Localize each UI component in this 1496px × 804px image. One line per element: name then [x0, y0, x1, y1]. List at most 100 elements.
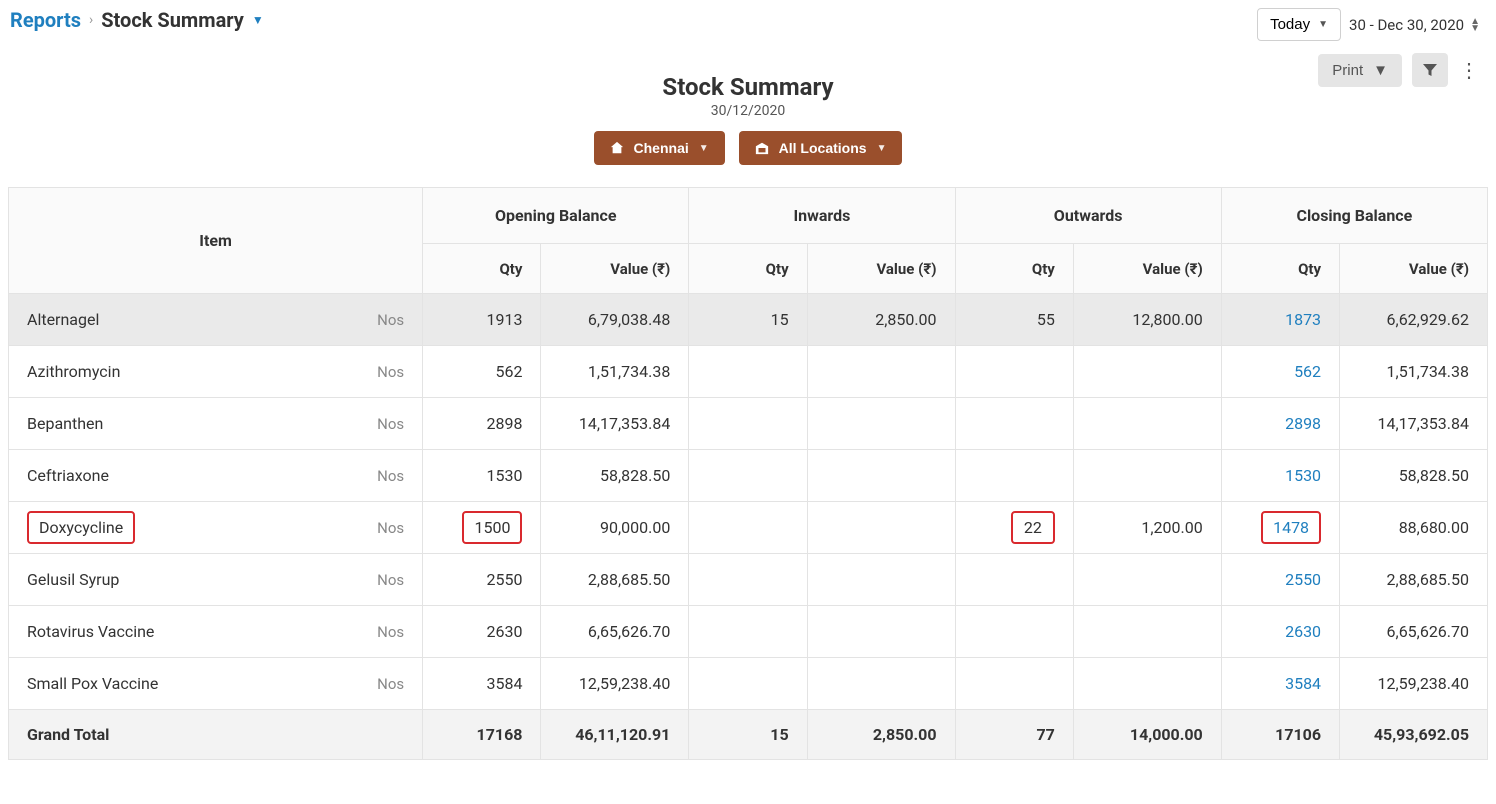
- date-preset-label: Today: [1270, 16, 1310, 33]
- in-qty: [689, 502, 807, 554]
- close-val: 58,828.50: [1340, 450, 1488, 502]
- date-range-text: 30 - Dec 30, 2020: [1349, 16, 1464, 34]
- close-qty[interactable]: 2550: [1221, 554, 1339, 606]
- out-qty: [955, 606, 1073, 658]
- close-qty[interactable]: 1530: [1221, 450, 1339, 502]
- out-val: 1,200.00: [1073, 502, 1221, 554]
- open-qty: 2898: [423, 398, 541, 450]
- col-open-qty: Qty: [423, 244, 541, 294]
- close-qty[interactable]: 2630: [1221, 606, 1339, 658]
- item-unit: Nos: [377, 311, 404, 329]
- open-val: 6,65,626.70: [541, 606, 689, 658]
- print-label: Print: [1332, 62, 1363, 79]
- open-qty: 1500: [423, 502, 541, 554]
- in-val: [807, 398, 955, 450]
- total-in-val: 2,850.00: [807, 710, 955, 760]
- table-row[interactable]: Gelusil SyrupNos25502,88,685.5025502,88,…: [9, 554, 1488, 606]
- in-qty: [689, 658, 807, 710]
- breadcrumb-root[interactable]: Reports: [10, 8, 81, 32]
- in-qty: [689, 554, 807, 606]
- close-qty[interactable]: 1478: [1221, 502, 1339, 554]
- col-close-val: Value (₹): [1340, 244, 1488, 294]
- item-name: Small Pox Vaccine: [27, 674, 158, 693]
- total-in-qty: 15: [689, 710, 807, 760]
- table-row[interactable]: DoxycyclineNos150090,000.00221,200.00147…: [9, 502, 1488, 554]
- col-out-qty: Qty: [955, 244, 1073, 294]
- close-val: 1,51,734.38: [1340, 346, 1488, 398]
- item-name: Azithromycin: [27, 362, 120, 381]
- in-qty: [689, 606, 807, 658]
- total-open-qty: 17168: [423, 710, 541, 760]
- out-val: [1073, 606, 1221, 658]
- col-item: Item: [9, 188, 423, 294]
- filter-button[interactable]: [1412, 53, 1448, 87]
- total-close-val: 45,93,692.05: [1340, 710, 1488, 760]
- more-button[interactable]: ⋮: [1458, 53, 1480, 87]
- close-qty[interactable]: 562: [1221, 346, 1339, 398]
- col-in-qty: Qty: [689, 244, 807, 294]
- open-qty: 2630: [423, 606, 541, 658]
- caret-down-icon: ▼: [1373, 62, 1388, 79]
- open-qty: 3584: [423, 658, 541, 710]
- page-subtitle: 30/12/2020: [0, 103, 1496, 119]
- date-preset-button[interactable]: Today ▼: [1257, 8, 1341, 41]
- caret-down-icon: ▼: [252, 13, 264, 27]
- col-outwards: Outwards: [955, 188, 1221, 244]
- in-val: [807, 502, 955, 554]
- date-step-down-icon[interactable]: ▼: [1470, 25, 1480, 32]
- in-val: [807, 658, 955, 710]
- item-name: Gelusil Syrup: [27, 570, 119, 589]
- col-close-qty: Qty: [1221, 244, 1339, 294]
- out-qty: [955, 554, 1073, 606]
- branch-filter-button[interactable]: Chennai ▼: [594, 131, 725, 165]
- item-unit: Nos: [377, 519, 404, 537]
- close-val: 2,88,685.50: [1340, 554, 1488, 606]
- stock-summary-table: Item Opening Balance Inwards Outwards Cl…: [8, 187, 1488, 760]
- out-qty: [955, 346, 1073, 398]
- out-qty: [955, 658, 1073, 710]
- location-filter-button[interactable]: All Locations ▼: [739, 131, 903, 165]
- table-row[interactable]: AlternagelNos19136,79,038.48152,850.0055…: [9, 294, 1488, 346]
- out-qty: [955, 450, 1073, 502]
- total-out-val: 14,000.00: [1073, 710, 1221, 760]
- item-name: Rotavirus Vaccine: [27, 622, 154, 641]
- in-val: [807, 606, 955, 658]
- item-unit: Nos: [377, 363, 404, 381]
- open-val: 1,51,734.38: [541, 346, 689, 398]
- item-unit: Nos: [377, 675, 404, 693]
- close-val: 6,62,929.62: [1340, 294, 1488, 346]
- location-filter-label: All Locations: [779, 140, 867, 156]
- total-out-qty: 77: [955, 710, 1073, 760]
- open-qty: 2550: [423, 554, 541, 606]
- col-in-val: Value (₹): [807, 244, 955, 294]
- breadcrumb-current-label: Stock Summary: [101, 8, 244, 32]
- table-row[interactable]: Rotavirus VaccineNos26306,65,626.7026306…: [9, 606, 1488, 658]
- item-name: Alternagel: [27, 310, 99, 329]
- print-button[interactable]: Print ▼: [1318, 54, 1402, 87]
- table-row[interactable]: CeftriaxoneNos153058,828.50153058,828.50: [9, 450, 1488, 502]
- home-icon: [610, 141, 624, 155]
- table-row[interactable]: AzithromycinNos5621,51,734.385621,51,734…: [9, 346, 1488, 398]
- close-qty[interactable]: 2898: [1221, 398, 1339, 450]
- total-open-val: 46,11,120.91: [541, 710, 689, 760]
- total-close-qty: 17106: [1221, 710, 1339, 760]
- close-qty[interactable]: 3584: [1221, 658, 1339, 710]
- open-val: 58,828.50: [541, 450, 689, 502]
- close-val: 14,17,353.84: [1340, 398, 1488, 450]
- table-row[interactable]: BepanthenNos289814,17,353.84289814,17,35…: [9, 398, 1488, 450]
- date-stepper[interactable]: ▲ ▼: [1470, 18, 1480, 32]
- item-unit: Nos: [377, 571, 404, 589]
- out-val: [1073, 554, 1221, 606]
- table-row[interactable]: Small Pox VaccineNos358412,59,238.403584…: [9, 658, 1488, 710]
- breadcrumb-current[interactable]: Stock Summary ▼: [101, 8, 264, 32]
- item-unit: Nos: [377, 623, 404, 641]
- more-vertical-icon: ⋮: [1459, 58, 1479, 83]
- date-range-display: 30 - Dec 30, 2020 ▲ ▼: [1349, 16, 1480, 34]
- open-val: 14,17,353.84: [541, 398, 689, 450]
- total-label: Grand Total: [9, 710, 423, 760]
- col-open-val: Value (₹): [541, 244, 689, 294]
- in-qty: [689, 346, 807, 398]
- close-qty[interactable]: 1873: [1221, 294, 1339, 346]
- open-val: 12,59,238.40: [541, 658, 689, 710]
- out-qty: 55: [955, 294, 1073, 346]
